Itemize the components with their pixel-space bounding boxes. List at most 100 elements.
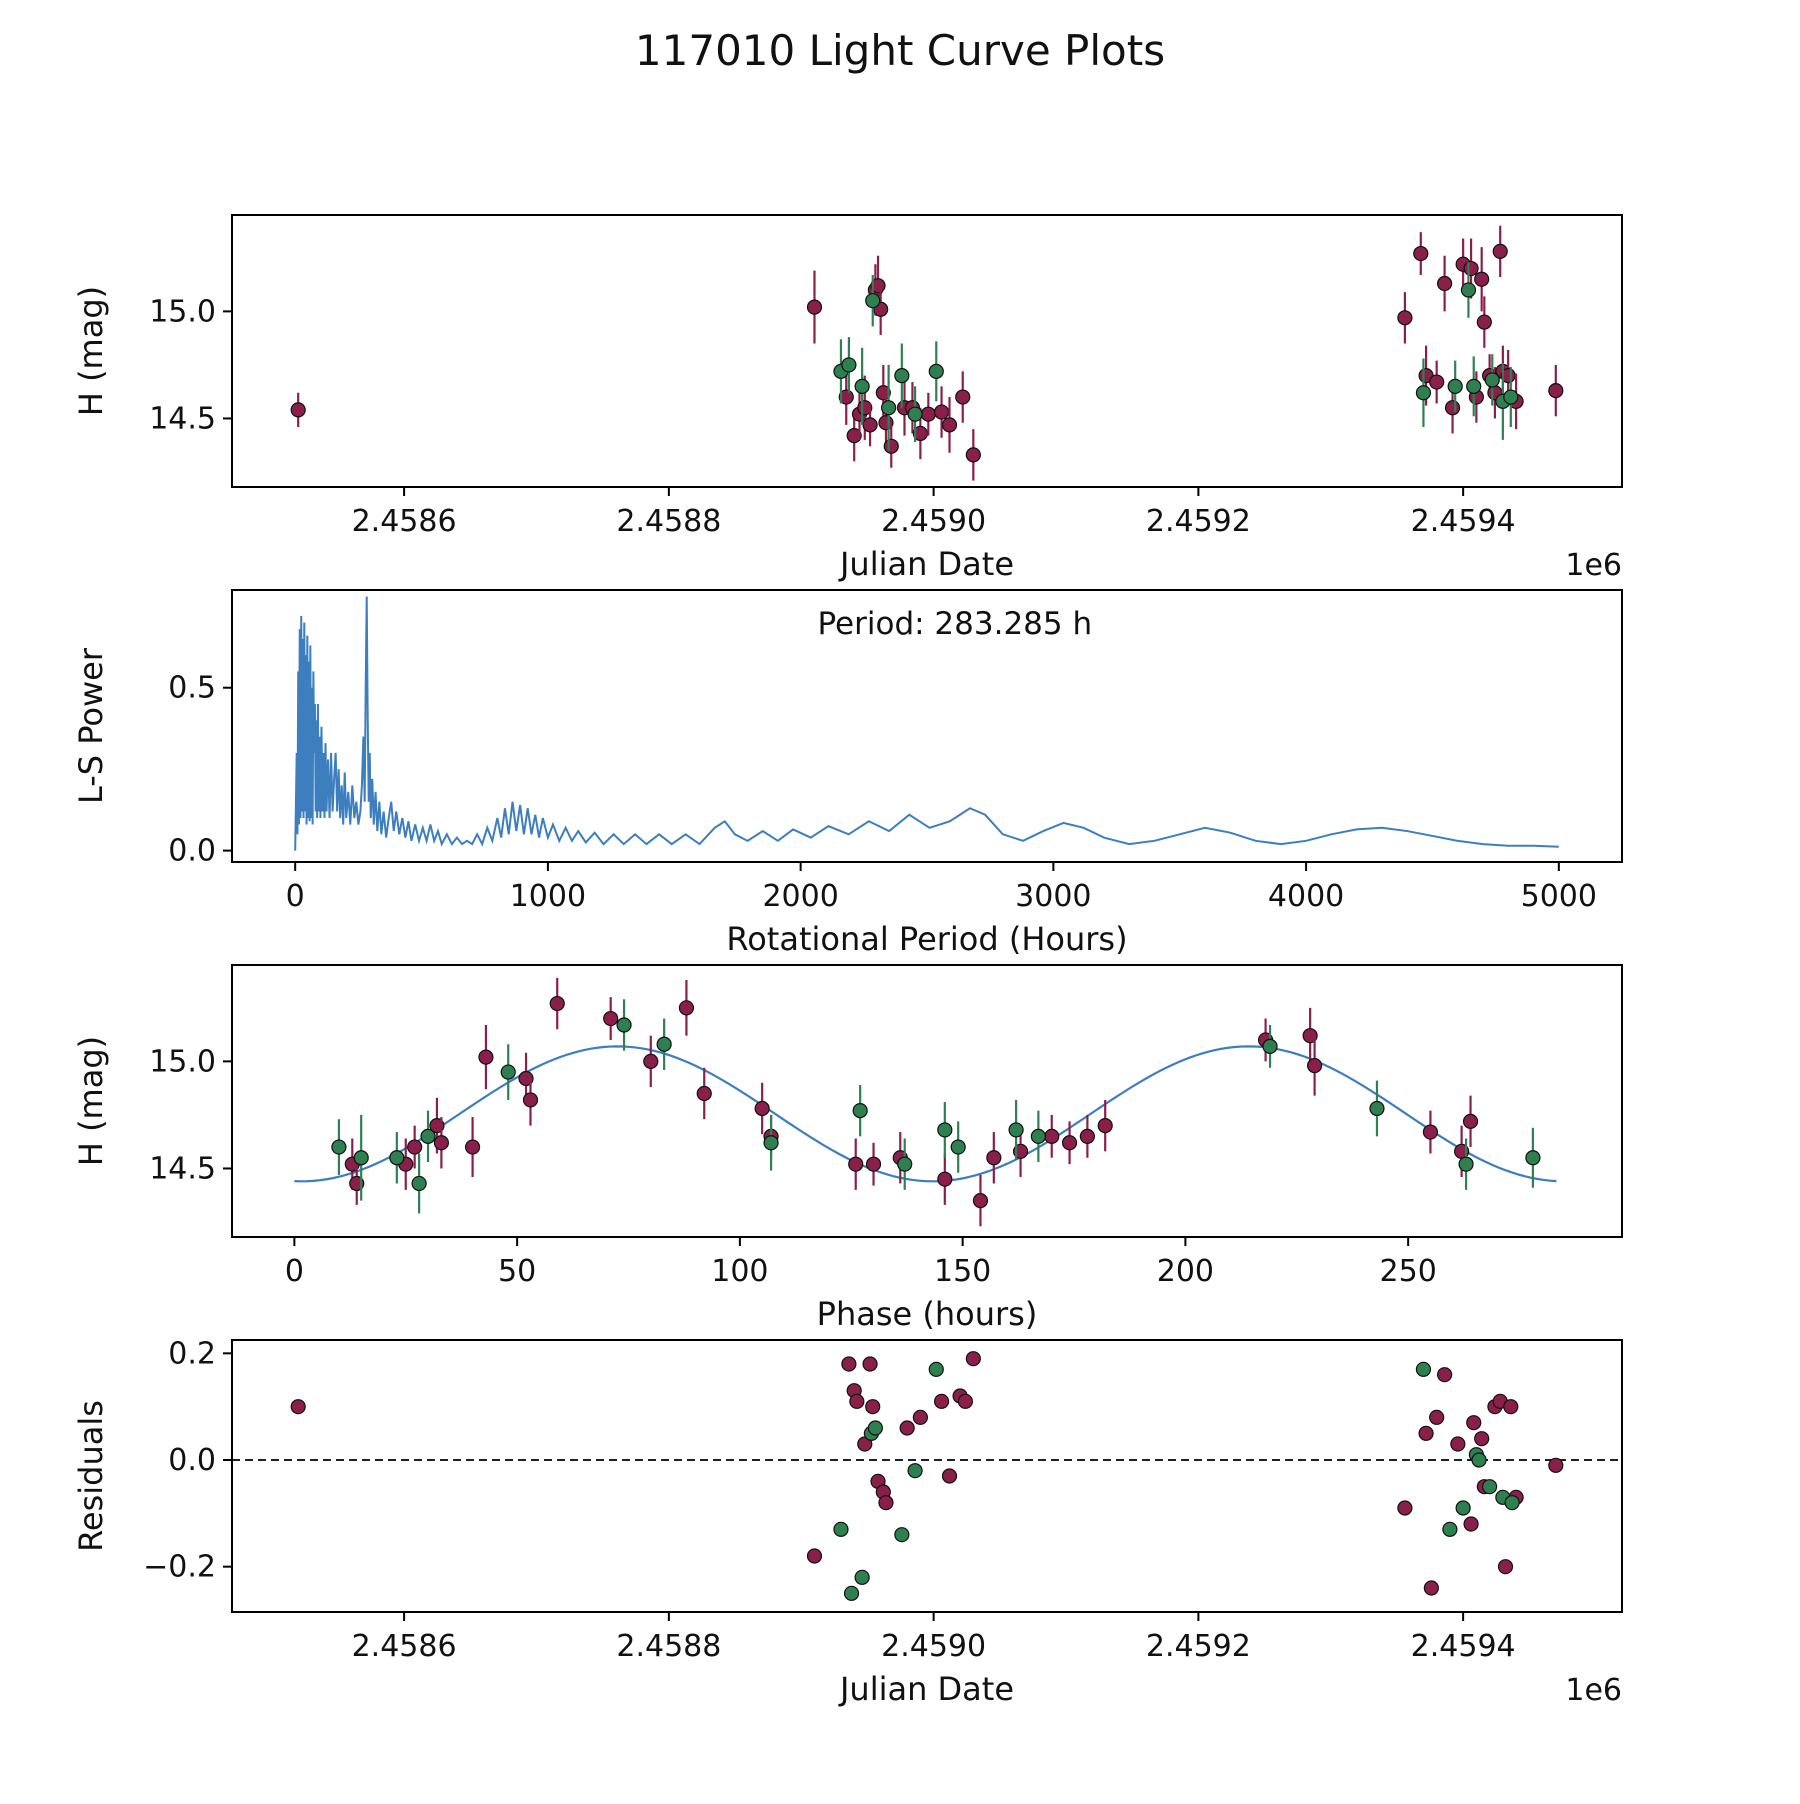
data-point [865,293,881,309]
x-tick-label: 2000 [762,879,838,914]
data-point [1044,1128,1060,1144]
data-point [1462,1113,1479,1129]
data-point [875,385,891,401]
data-point [941,417,958,433]
data-point [933,1393,950,1409]
data-point [1525,1150,1541,1166]
data-point [290,402,306,418]
x-tick-label: 2.4594 [1411,504,1516,539]
data-point [1429,374,1445,390]
data-point [1503,389,1519,405]
x-tick-label: 2.4592 [1146,504,1251,539]
data-point [862,1356,878,1372]
x-tick-label: 0 [285,1254,304,1289]
data-point [1476,314,1492,330]
x-tick-label: 2.4590 [881,504,986,539]
data-point [897,1156,913,1172]
data-point [1415,1361,1432,1377]
y-axis-label: L-S Power [72,647,110,804]
data-point [1008,1122,1024,1138]
data-point [881,400,897,416]
data-point [1463,1516,1479,1532]
data-point [1437,275,1453,292]
data-point [478,1049,494,1065]
data-point [1079,1128,1095,1144]
y-tick-label: 0.0 [168,1443,216,1478]
data-point [965,1351,981,1367]
y-axis-label: H (mag) [72,1036,110,1166]
y-tick-label: 15.0 [149,1044,216,1079]
axis-offset-label: 1e6 [1565,548,1622,583]
residuals-plot: 2.4586 2.4588 2.4590 2.4592 2.4594 −0.2 0.0 0.2… [72,1336,1623,1708]
x-axis-label: Rotational Period (Hours) [726,920,1127,958]
data-point [1458,1156,1474,1172]
data-point [955,389,971,405]
axes-spines [231,964,1623,1238]
data-point [1460,282,1477,298]
data-point [290,1399,306,1415]
data-point [1474,271,1490,287]
data-point [1413,245,1429,262]
data-point [1474,1431,1490,1447]
data-point [928,1361,944,1377]
data-point [433,1135,449,1151]
data-point [862,417,878,433]
data-point [986,1150,1002,1166]
data-point [937,1122,953,1138]
series-filter-2-green [833,262,1519,451]
data-point [1455,1500,1471,1516]
data-point [883,438,899,454]
periodogram-plot: Period: 283.285 h 0 1000 2000 3000 4000 5000 0.… [72,589,1623,958]
x-tick-label: 1000 [510,879,586,914]
series-filter-1-maroon [344,977,1479,1227]
data-point [865,1399,881,1415]
data-point [1447,378,1463,394]
x-tick-label: 2.4588 [616,504,721,539]
data-point [899,1420,915,1436]
y-axis-label: Residuals [72,1400,110,1552]
data-point [849,1393,865,1409]
data-point [920,406,936,422]
x-tick-label: 200 [1157,1254,1214,1289]
data-point [1482,1479,1498,1495]
figure-title: 117010 Light Curve Plots [634,26,1166,75]
data-point [1369,1100,1385,1117]
data-point [1306,1058,1323,1074]
data-point [950,1139,966,1155]
data-point [854,1569,870,1585]
data-point [846,427,862,444]
data-point [1444,400,1461,416]
y-tick-label: 14.5 [149,1151,216,1186]
data-point [420,1128,436,1144]
data-point [843,1585,860,1601]
x-axis-label: Phase (hours) [817,1295,1038,1333]
data-point [1466,1415,1482,1431]
data-point [941,1468,958,1484]
data-point [1415,385,1432,401]
data-point [1466,378,1482,394]
x-tick-label: 4000 [1268,879,1344,914]
x-tick-label: 250 [1380,1254,1437,1289]
data-point [928,363,944,379]
data-point [841,357,857,373]
data-point [1548,383,1564,399]
x-tick-label: 2.4586 [352,1629,457,1664]
data-point [852,1103,868,1119]
data-point [867,1420,883,1436]
data-point [411,1175,427,1192]
data-point [1492,243,1508,260]
series-filter-2-green [833,1361,1520,1601]
data-point [894,368,910,384]
data-point [754,1100,770,1117]
x-tick-label: 0 [286,879,305,914]
sinusoid-fit-curve [294,1045,1557,1183]
data-point [907,1463,923,1479]
data-point [1097,1118,1113,1134]
data-point [937,1171,953,1187]
data-point [841,1356,857,1372]
y-tick-label: 14.5 [149,401,216,436]
data-point [1484,372,1500,388]
data-point [1397,310,1413,326]
data-point [1061,1135,1078,1151]
